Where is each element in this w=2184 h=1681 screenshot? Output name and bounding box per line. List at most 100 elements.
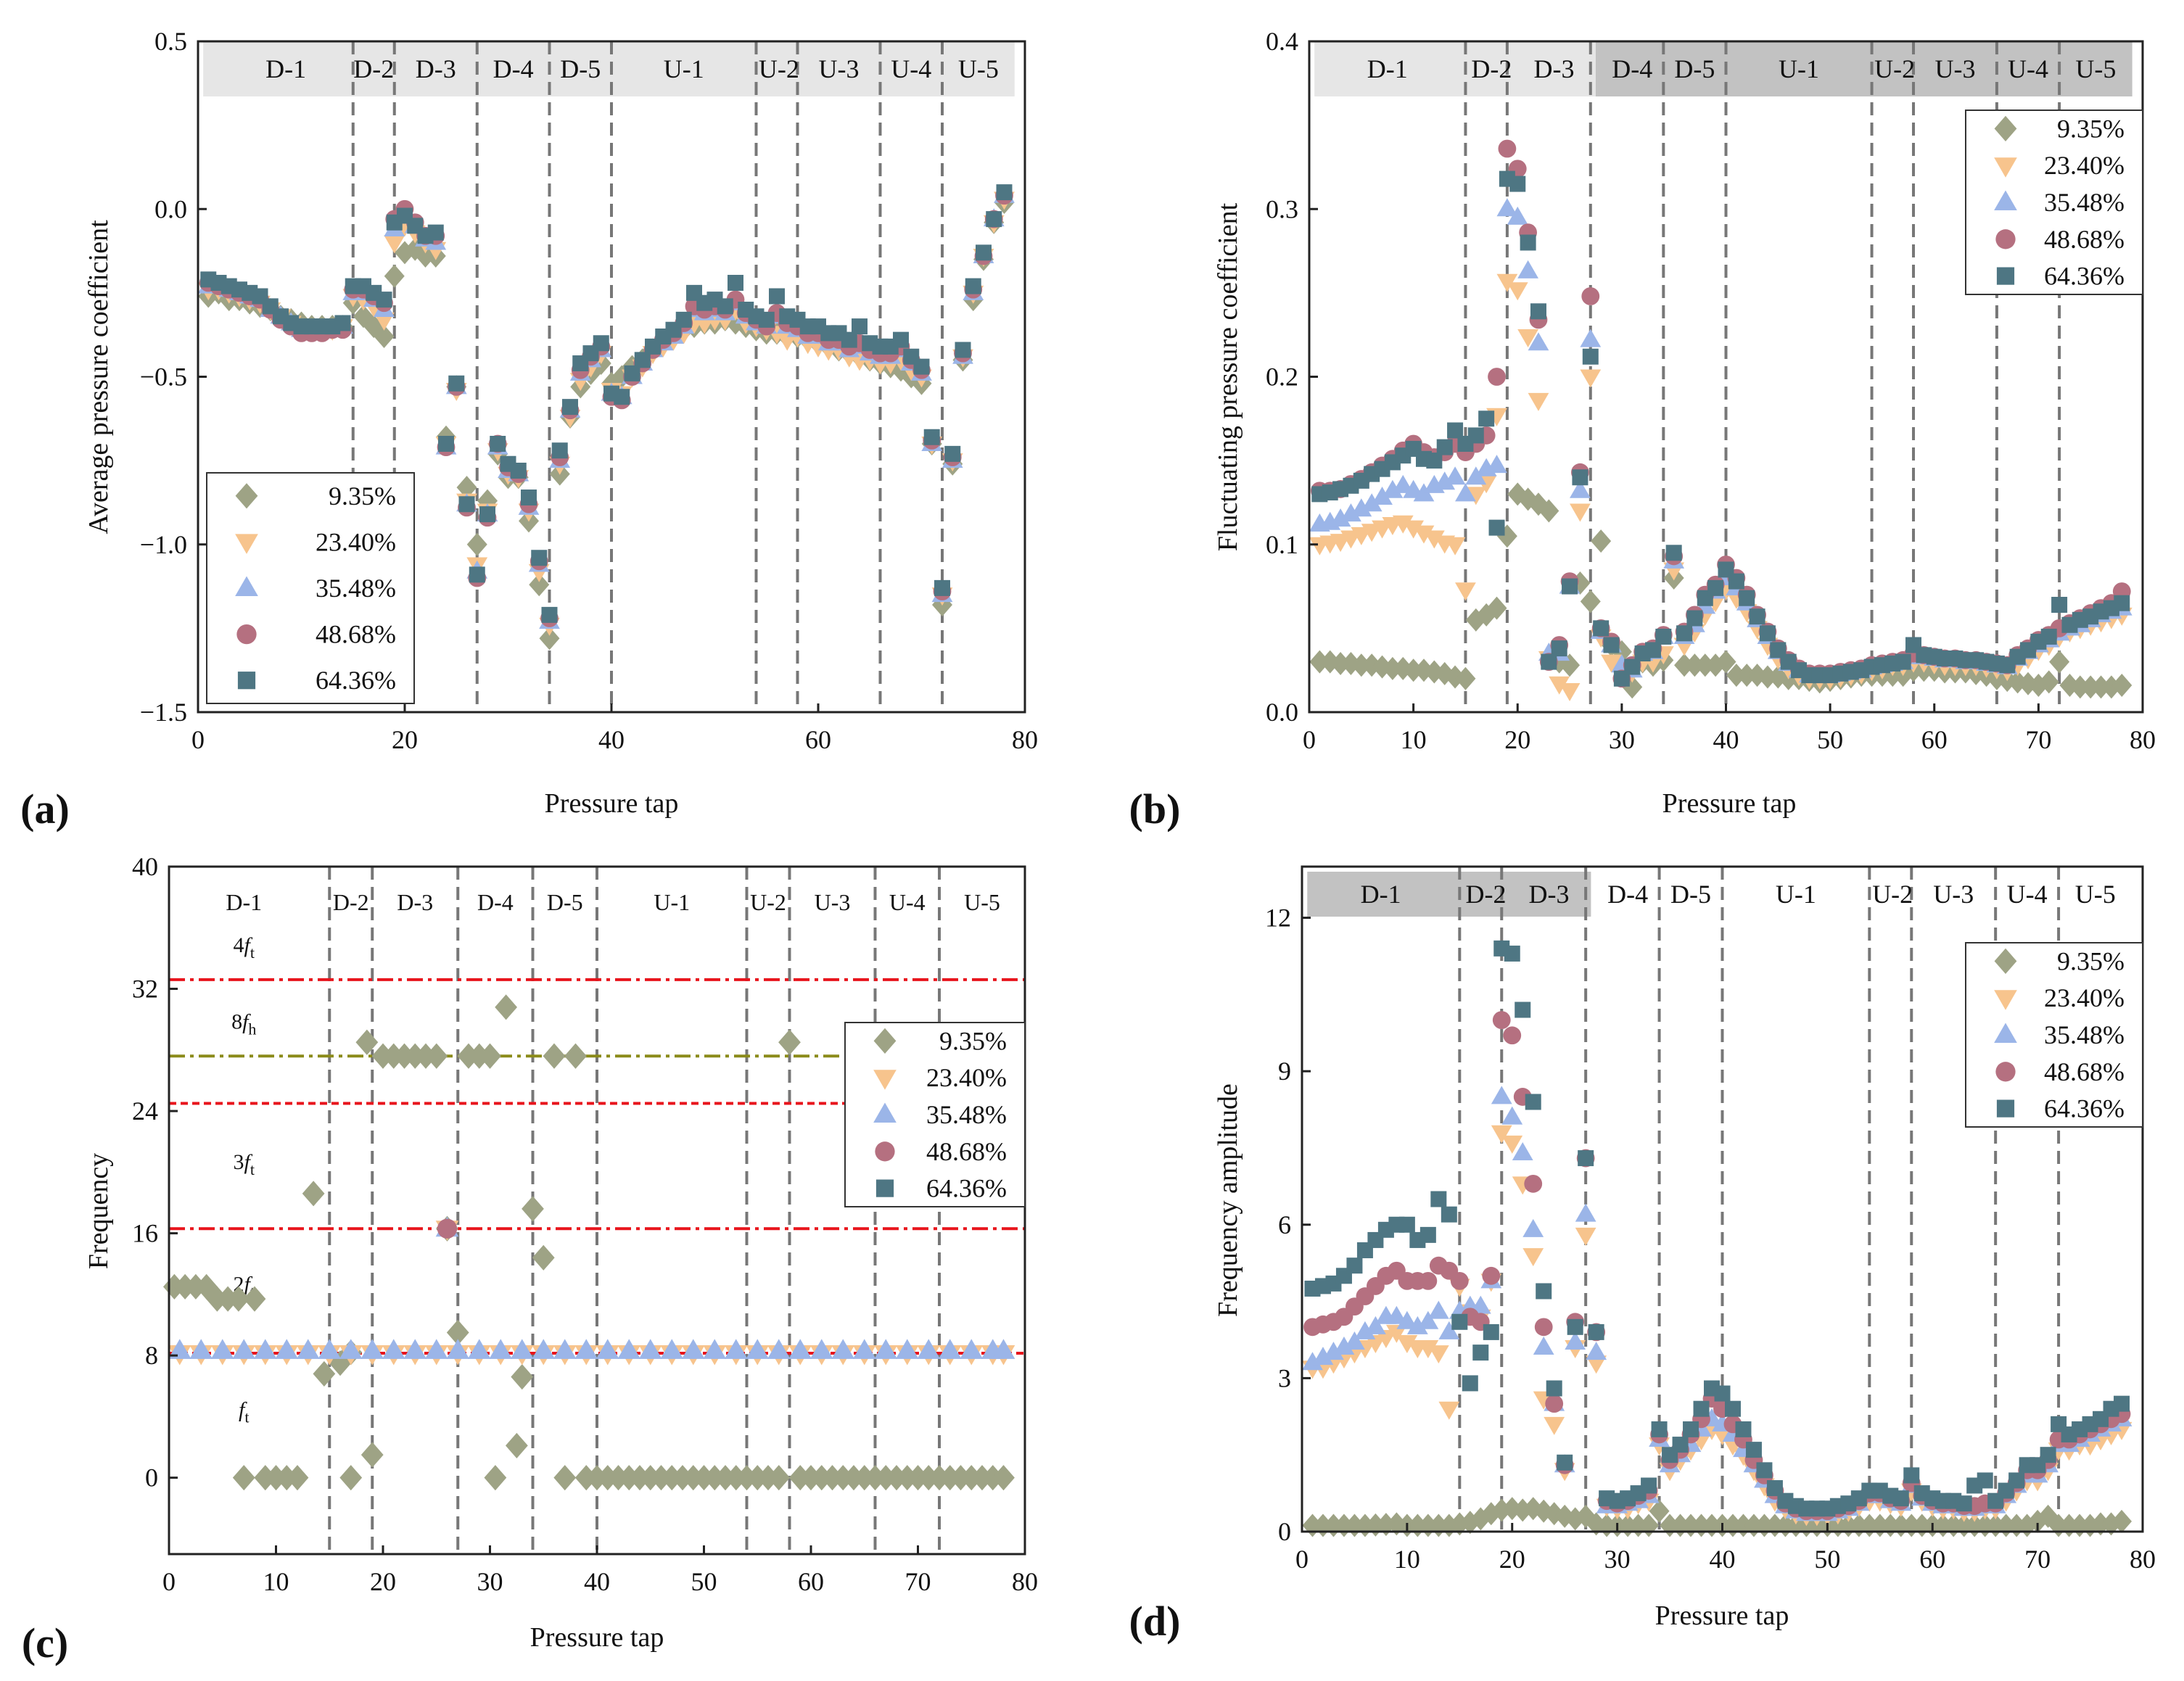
legend-marker: [875, 1179, 894, 1197]
panel-label: (d): [1129, 1598, 1181, 1645]
data-point: [1674, 653, 1695, 677]
data-point: [992, 1339, 1015, 1359]
data-point: [1580, 369, 1602, 388]
data-point: [376, 292, 392, 308]
x-tick-label: 0: [1295, 1545, 1309, 1574]
data-point: [831, 1339, 855, 1359]
region-label: U-5: [2075, 880, 2116, 909]
data-point: [275, 1339, 299, 1359]
legend-marker: [1994, 990, 2017, 1010]
x-tick-label: 40: [598, 725, 625, 754]
data-point: [2111, 1509, 2133, 1533]
y-tick-label: 32: [132, 975, 158, 1004]
data-point: [1503, 1026, 1522, 1045]
data-point: [1712, 1426, 1733, 1445]
region-label: D-4: [477, 889, 514, 915]
legend-marker: [1994, 157, 2017, 178]
series-35.48%: [1302, 1086, 2133, 1521]
data-point: [1462, 1375, 1478, 1392]
data-point: [437, 1218, 458, 1239]
data-point: [1903, 1467, 1920, 1484]
data-point: [456, 476, 477, 500]
data-point: [624, 365, 640, 381]
y-tick-label: −1.0: [140, 530, 187, 559]
data-point: [986, 211, 1002, 228]
panel-b: D-1 D-2 D-3 D-4 D-5 U-1 U-2 U-3 U-4 U-5 0 10 20 30 40 5…: [1129, 27, 2156, 833]
data-point: [232, 1339, 256, 1359]
data-point: [384, 264, 405, 288]
data-point: [384, 235, 405, 254]
legend-box: [844, 1022, 1026, 1207]
y-tick-label: 3: [1278, 1363, 1291, 1392]
data-point: [1398, 1216, 1415, 1233]
data-point: [1892, 1490, 1909, 1507]
data-point: [758, 311, 775, 328]
legend-label: 48.68%: [2044, 1057, 2125, 1086]
region-label: U-3: [819, 54, 860, 83]
data-point: [1372, 487, 1393, 505]
series-35.48%: [168, 1216, 1015, 1359]
legend-label: 35.48%: [2044, 188, 2125, 217]
data-point: [893, 331, 909, 348]
data-point: [1736, 664, 1757, 687]
legend-label: 48.68%: [926, 1137, 1007, 1166]
region-label: D-4: [1612, 54, 1652, 83]
legend-marker: [1994, 190, 2017, 210]
data-point: [1651, 1421, 1668, 1437]
legend-marker: [873, 1102, 897, 1123]
x-tick-label: 30: [1604, 1545, 1631, 1574]
legend-label: 23.40%: [2044, 983, 2125, 1012]
data-point: [446, 1339, 470, 1359]
data-point: [467, 1339, 491, 1359]
data-point: [1956, 1495, 1972, 1512]
data-point: [553, 1465, 577, 1491]
data-point: [532, 1244, 555, 1271]
legend-label: 9.35%: [939, 1026, 1007, 1055]
region-label: D-1: [1361, 880, 1401, 909]
data-point: [1694, 653, 1715, 677]
data-point: [1498, 139, 1517, 158]
data-point: [1403, 520, 1425, 539]
x-tick-label: 10: [1394, 1545, 1420, 1574]
data-point: [1396, 1335, 1418, 1354]
data-point: [1512, 1142, 1533, 1161]
data-point: [2040, 628, 2057, 645]
data-point: [1581, 287, 1600, 305]
x-tick-label: 20: [392, 725, 418, 754]
data-point: [2080, 675, 2101, 699]
x-axis-label: Pressure tap: [545, 788, 679, 819]
x-tick-label: 40: [1713, 725, 1739, 754]
data-point: [1728, 573, 1744, 590]
region-label: U-2: [750, 889, 786, 915]
data-point: [1392, 474, 1414, 493]
data-point: [1333, 1337, 1355, 1355]
legend-box: [1965, 110, 2143, 295]
data-point: [1482, 1266, 1501, 1285]
legend-label: 9.35%: [329, 482, 396, 511]
region-label: D-1: [226, 889, 262, 915]
data-point: [596, 1339, 619, 1359]
data-point: [1586, 1342, 1607, 1360]
legend-label: 64.36%: [2044, 262, 2125, 291]
data-point: [1559, 682, 1581, 701]
data-point: [1525, 1094, 1541, 1110]
data-point: [529, 573, 550, 597]
data-point: [2090, 675, 2111, 699]
data-point: [511, 1364, 534, 1390]
data-point: [788, 1339, 812, 1359]
data-point: [403, 1339, 427, 1359]
data-point: [1501, 1106, 1523, 1125]
y-tick-label: 40: [132, 852, 158, 881]
data-point: [1444, 466, 1466, 485]
region-label: D-5: [1674, 54, 1715, 83]
data-point: [1472, 1345, 1489, 1361]
data-point: [1676, 625, 1693, 642]
data-point: [1756, 1462, 1773, 1479]
data-point: [1588, 1323, 1604, 1340]
legend: 9.35% 23.40% 35.48% 48.68% 64.36%: [206, 472, 415, 704]
y-tick-label: 0.4: [1266, 27, 1298, 56]
data-point: [1478, 410, 1495, 427]
data-point: [938, 1339, 962, 1359]
data-point: [1649, 1499, 1670, 1523]
